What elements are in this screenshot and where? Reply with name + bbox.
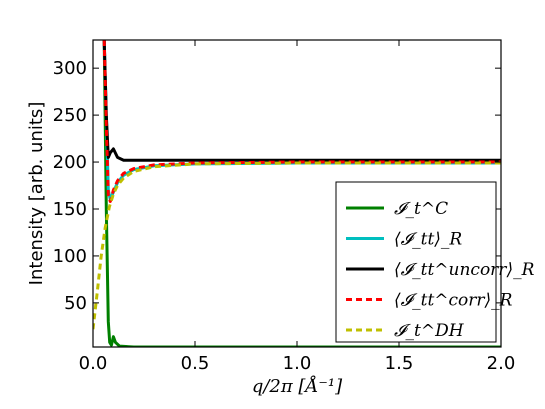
legend-label-3: ⟨𝓘_tt^uncorr⟩_R [394, 260, 535, 280]
legend-label-1: 𝓘_t^C [394, 199, 448, 219]
series-line-2 [102, 40, 501, 202]
legend-label-4: ⟨𝓘_tt^corr⟩_R [394, 291, 513, 311]
series-line-1 [102, 40, 501, 347]
y-axis-label: Intensity [arb. units] [26, 102, 47, 286]
x-tick-label: 0.5 [181, 353, 210, 374]
series-line-3 [102, 40, 501, 162]
x-tick-label: 0.0 [79, 353, 108, 374]
legend: 𝓘_t^C ⟨𝓘_tt⟩_R ⟨𝓘_tt^uncorr⟩_R ⟨𝓘_tt^corr⟩_… [335, 181, 535, 343]
series-line-4 [102, 40, 501, 203]
y-tick-label: 50 [64, 293, 87, 314]
y-tick-label: 250 [53, 105, 87, 126]
y-tick-label: 200 [53, 152, 87, 173]
y-axis: 50 100 150 200 250 300 [53, 58, 501, 314]
x-tick-label: 1.0 [283, 353, 312, 374]
x-tick-label: 1.5 [385, 353, 414, 374]
x-axis-label: q/2π [Å⁻¹] [252, 375, 343, 397]
y-tick-label: 150 [53, 199, 87, 220]
x-tick-label: 2.0 [487, 353, 516, 374]
series-line-5 [93, 161, 501, 330]
legend-label-5: 𝓘_t^DH [394, 321, 465, 341]
legend-label-2: ⟨𝓘_tt⟩_R [394, 230, 462, 250]
y-tick-label: 100 [53, 246, 87, 267]
y-tick-label: 300 [53, 58, 87, 79]
x-axis: 0.0 0.5 1.0 1.5 2.0 [79, 40, 516, 374]
